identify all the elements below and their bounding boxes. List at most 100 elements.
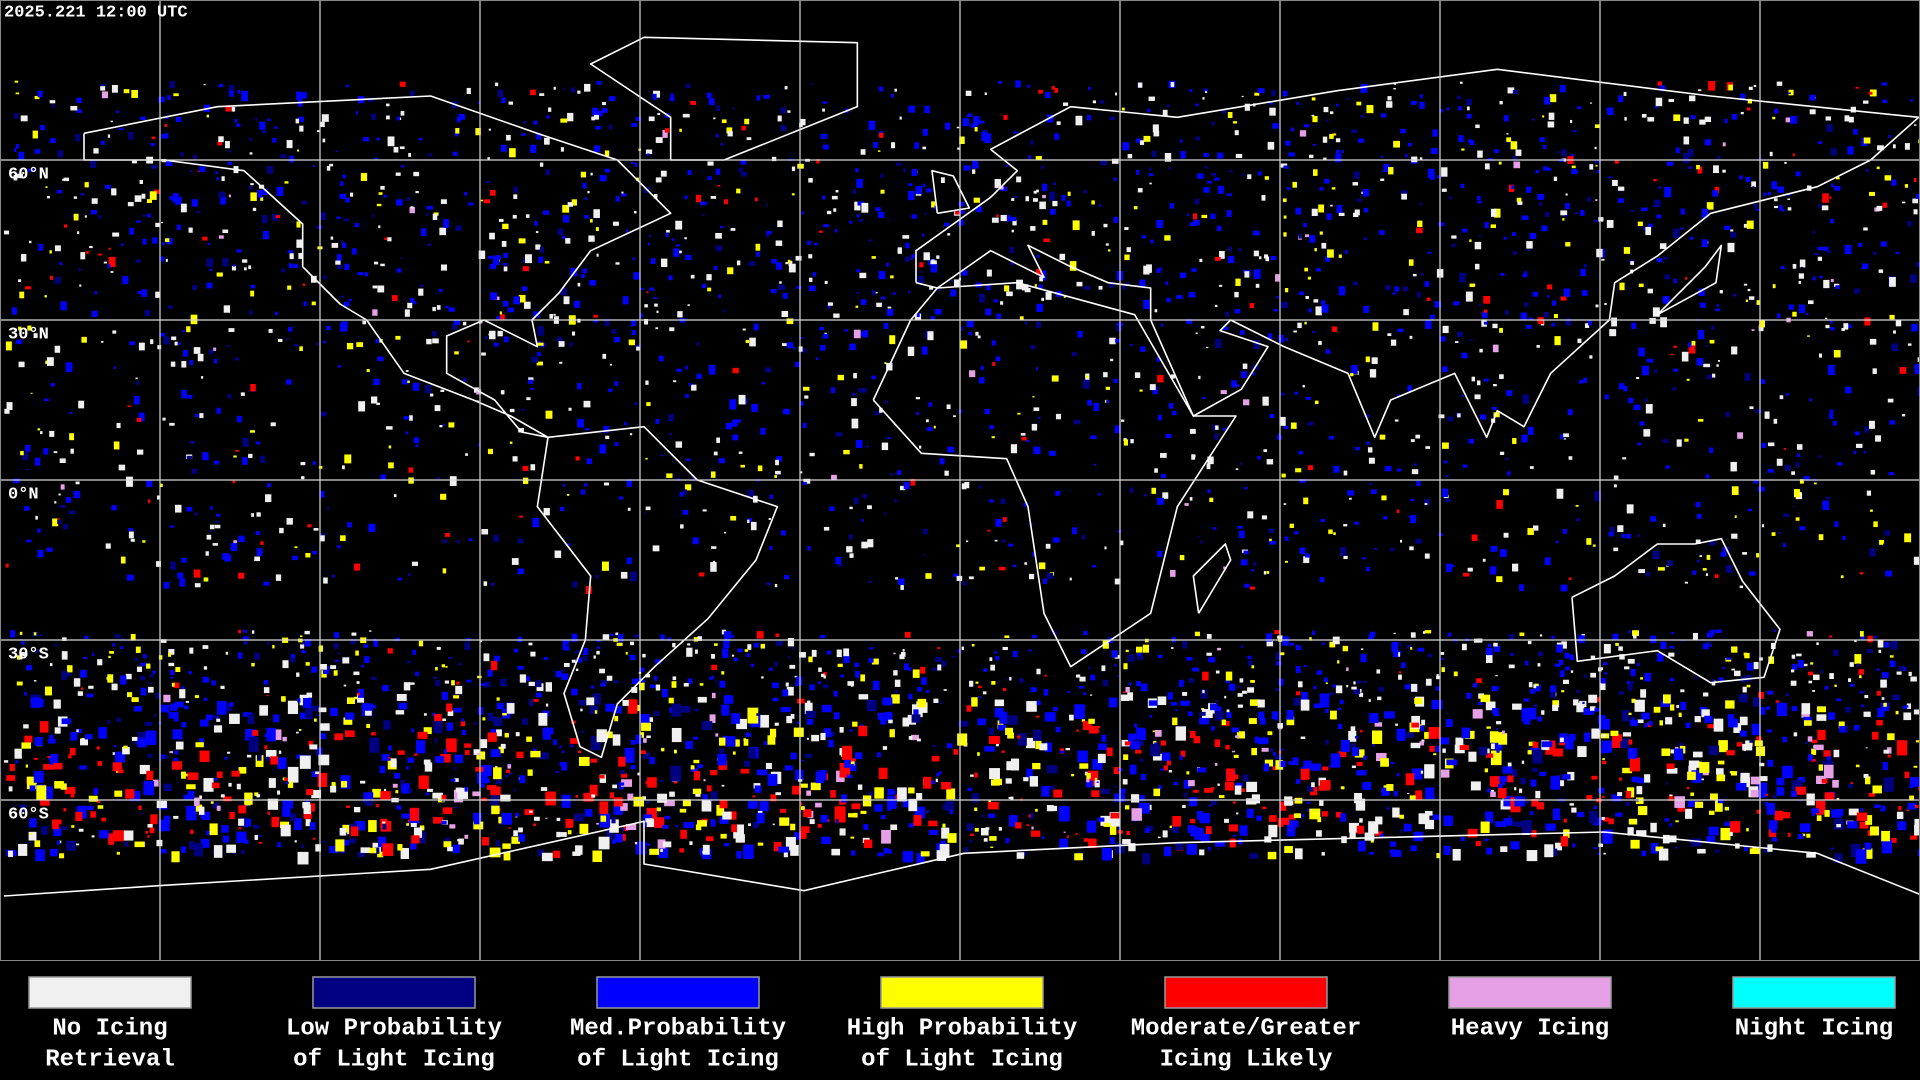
icing-cell — [978, 120, 985, 124]
icing-cell — [767, 773, 778, 786]
icing-cell — [481, 765, 492, 777]
icing-cell — [685, 254, 692, 261]
icing-cell — [34, 737, 43, 746]
icing-cell — [1729, 771, 1733, 774]
icing-cell — [1791, 471, 1796, 475]
icing-cell — [583, 792, 594, 802]
icing-cell — [1834, 684, 1837, 687]
icing-cell — [141, 193, 146, 199]
icing-cell — [1550, 775, 1561, 790]
icing-cell — [1083, 630, 1088, 636]
icing-cell — [1759, 762, 1765, 767]
icing-cell — [250, 383, 256, 392]
icing-cell — [1301, 813, 1305, 818]
icing-cell — [1342, 645, 1349, 652]
icing-cell — [503, 252, 508, 259]
icing-cell — [1409, 795, 1416, 801]
icing-cell — [862, 493, 867, 499]
icing-cell — [1072, 220, 1080, 231]
icing-cell — [1209, 804, 1213, 807]
icing-cell — [113, 830, 124, 842]
icing-cell — [1046, 572, 1054, 579]
icing-cell — [596, 822, 599, 825]
icing-cell — [1602, 662, 1608, 666]
icing-cell — [356, 342, 364, 348]
icing-cell — [412, 649, 416, 655]
icing-cell — [893, 652, 896, 655]
icing-cell — [361, 703, 373, 717]
icing-cell — [1907, 221, 1912, 227]
icing-cell — [309, 822, 316, 830]
icing-cell — [1526, 325, 1532, 329]
icing-cell — [922, 528, 928, 535]
icing-cell — [1201, 708, 1205, 710]
icing-cell — [34, 457, 41, 466]
icing-cell — [77, 691, 83, 696]
icing-cell — [1737, 432, 1744, 439]
icing-cell — [1847, 146, 1854, 155]
icing-cell — [641, 722, 651, 731]
icing-cell — [1815, 800, 1826, 815]
icing-cell — [1780, 266, 1785, 270]
icing-cell — [877, 211, 885, 219]
icing-cell — [298, 116, 304, 122]
icing-cell — [359, 780, 366, 784]
icing-cell — [891, 93, 894, 98]
icing-cell — [984, 92, 987, 96]
icing-cell — [1297, 322, 1302, 329]
icing-cell — [911, 169, 918, 176]
icing-cell — [1705, 573, 1709, 577]
icing-cell — [1660, 317, 1667, 328]
icing-cell — [860, 810, 867, 814]
icing-cell — [1854, 431, 1860, 436]
icing-cell — [966, 823, 974, 831]
icing-cell — [1591, 775, 1598, 780]
icing-cell — [408, 788, 413, 794]
icing-cell — [748, 261, 756, 267]
icing-cell — [483, 681, 491, 688]
icing-cell — [1366, 566, 1370, 572]
icing-cell — [1083, 838, 1089, 842]
icing-cell — [1705, 474, 1710, 479]
icing-cell — [97, 799, 101, 804]
icing-cell — [660, 747, 665, 752]
icing-cell — [163, 815, 171, 824]
icing-cell — [444, 533, 451, 537]
icing-cell — [1480, 821, 1490, 833]
icing-cell — [1123, 691, 1126, 694]
icing-cell — [1627, 680, 1631, 685]
icing-cell — [1532, 118, 1535, 121]
icing-cell — [135, 381, 140, 385]
icing-cell — [1812, 674, 1820, 681]
icing-cell — [1889, 660, 1896, 668]
icing-cell — [1346, 97, 1350, 100]
icing-cell — [136, 417, 142, 422]
icing-cell — [1191, 268, 1197, 272]
icing-cell — [1325, 119, 1329, 122]
icing-cell — [280, 154, 287, 159]
icing-cell — [1652, 307, 1660, 317]
icing-cell — [1484, 838, 1489, 841]
icing-cell — [351, 632, 357, 636]
icing-cell — [1568, 577, 1572, 581]
icing-cell — [1468, 438, 1475, 444]
icing-cell — [1031, 423, 1038, 431]
icing-cell — [1643, 429, 1651, 437]
icing-cell — [408, 467, 414, 473]
icing-cell — [1098, 285, 1103, 290]
icing-cell — [660, 170, 667, 177]
icing-cell — [1727, 242, 1735, 253]
icing-cell — [1615, 642, 1619, 646]
icing-cell — [715, 245, 723, 252]
icing-cell — [1125, 282, 1129, 286]
icing-cell — [1190, 818, 1196, 824]
icing-cell — [745, 654, 749, 657]
icing-cell — [1483, 309, 1488, 313]
icing-cell — [917, 698, 927, 708]
icing-cell — [143, 654, 147, 659]
icing-cell — [1528, 741, 1536, 746]
icing-cell — [1684, 438, 1689, 442]
icing-cell — [934, 308, 942, 315]
icing-cell — [1119, 540, 1124, 546]
